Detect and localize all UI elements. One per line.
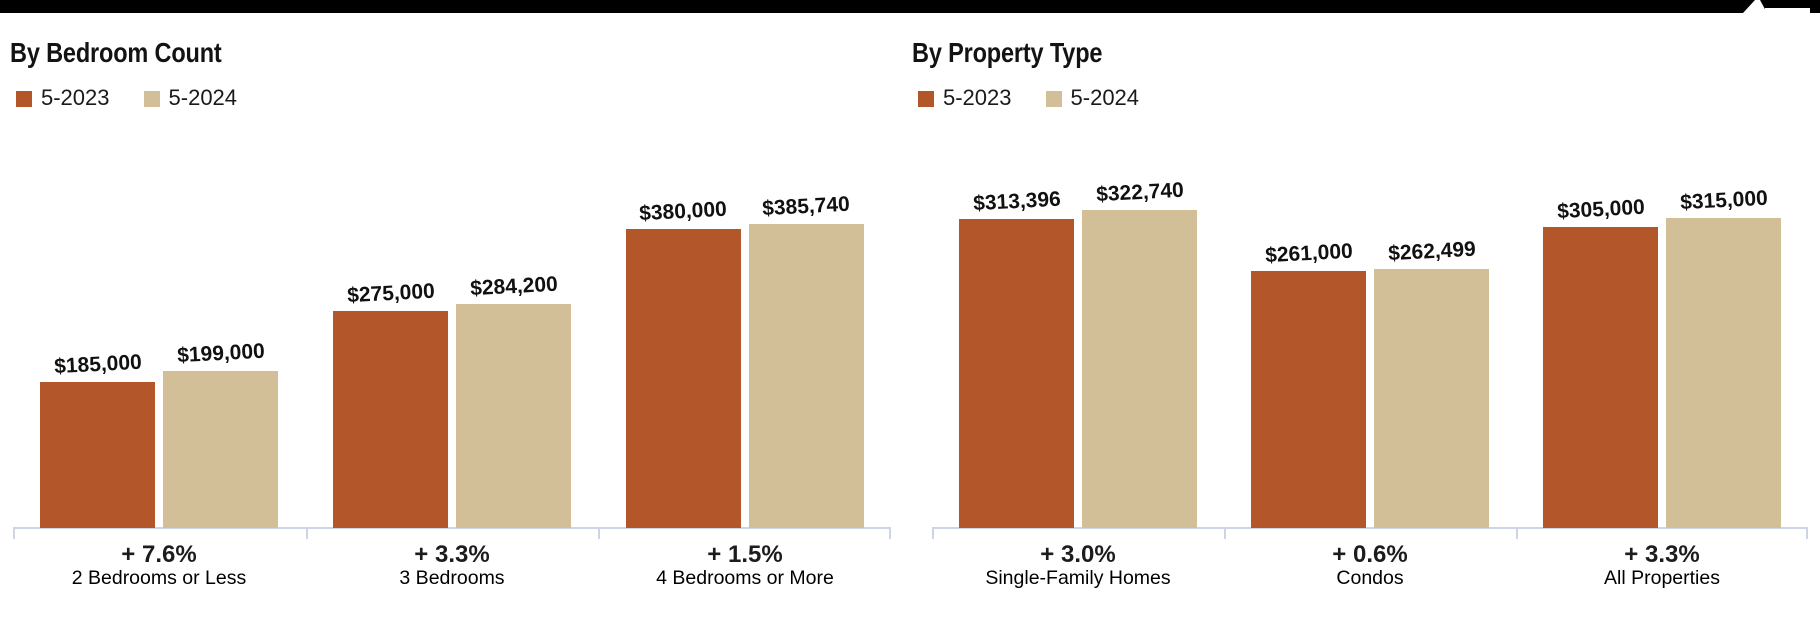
legend: 5-2023 5-2024 <box>918 85 1139 111</box>
bar-value-label: $315,000 <box>1679 186 1769 215</box>
legend-item-5-2023: 5-2023 <box>16 85 110 111</box>
legend-swatch-5-2023 <box>16 91 32 107</box>
top-border-bar <box>0 0 1820 13</box>
bar-value-label: $305,000 <box>1556 195 1646 224</box>
bar-value-label: $275,000 <box>346 279 436 308</box>
bar-5-2024 <box>1374 269 1489 528</box>
change-label: + 3.3% <box>1624 541 1700 568</box>
bar-value-label: $380,000 <box>638 197 728 226</box>
axis-tick <box>1224 527 1226 539</box>
axis-tick <box>889 527 891 539</box>
change-label: + 3.0% <box>1040 541 1116 568</box>
bar-value-label: $284,200 <box>469 272 559 301</box>
bar-5-2023 <box>333 311 448 528</box>
bar-5-2024 <box>1666 218 1781 528</box>
legend-item-5-2023: 5-2023 <box>918 85 1012 111</box>
bar-5-2024 <box>1082 210 1197 528</box>
axis-tick <box>598 527 601 539</box>
bar-5-2023 <box>959 219 1074 528</box>
legend-item-5-2024: 5-2024 <box>143 85 238 111</box>
bar-value-label: $313,396 <box>972 187 1062 216</box>
change-label: + 3.3% <box>414 541 490 568</box>
axis-line <box>13 527 891 529</box>
legend-label-5-2024: 5-2024 <box>168 85 238 110</box>
category-label: 3 Bedrooms <box>399 567 505 589</box>
bar-value-label: $322,740 <box>1095 178 1185 207</box>
axis-tick <box>1806 527 1808 539</box>
house-icon <box>1743 0 1810 13</box>
legend-swatch-5-2023 <box>918 91 934 107</box>
axis-tick <box>1516 527 1518 539</box>
bar-5-2023 <box>1543 227 1658 528</box>
change-label: + 7.6% <box>121 541 197 568</box>
chart-title: By Property Type <box>912 37 1103 68</box>
legend-swatch-5-2024 <box>143 91 160 107</box>
legend: 5-2023 5-2024 <box>16 85 237 111</box>
legend-swatch-5-2024 <box>1045 91 1062 107</box>
bar-5-2023 <box>1251 271 1366 528</box>
change-label: + 1.5% <box>707 541 783 568</box>
legend-label-5-2023: 5-2023 <box>41 85 110 110</box>
chart-title: By Bedroom Count <box>10 37 222 68</box>
category-label: 4 Bedrooms or More <box>656 567 834 589</box>
change-label: + 0.6% <box>1332 541 1408 568</box>
legend-label-5-2024: 5-2024 <box>1070 85 1140 110</box>
axis-line <box>932 527 1808 529</box>
axis-tick <box>932 527 934 539</box>
bar-5-2023 <box>40 382 155 528</box>
category-label: 2 Bedrooms or Less <box>71 567 247 589</box>
bar-5-2024 <box>456 304 571 528</box>
category-label: Condos <box>1336 567 1404 589</box>
bar-5-2024 <box>749 224 864 528</box>
bar-value-label: $261,000 <box>1264 239 1354 268</box>
axis-tick <box>13 527 15 539</box>
axis-tick <box>305 527 308 539</box>
legend-label-5-2023: 5-2023 <box>943 85 1012 110</box>
category-label: All Properties <box>1604 567 1720 589</box>
bar-value-label: $262,499 <box>1387 237 1477 266</box>
bar-5-2023 <box>626 229 741 528</box>
bar-5-2024 <box>163 371 278 528</box>
bar-value-label: $199,000 <box>176 339 266 368</box>
bar-value-label: $185,000 <box>53 350 143 379</box>
category-label: Single-Family Homes <box>985 567 1171 589</box>
bar-value-label: $385,740 <box>761 192 851 221</box>
legend-item-5-2024: 5-2024 <box>1045 85 1140 111</box>
